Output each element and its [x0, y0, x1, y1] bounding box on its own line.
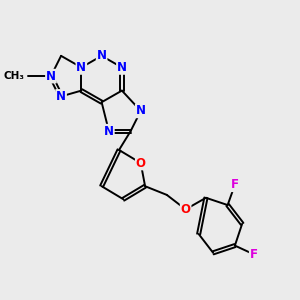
- Text: N: N: [97, 50, 106, 62]
- Text: CH₃: CH₃: [4, 71, 25, 81]
- Text: F: F: [250, 248, 258, 261]
- Text: N: N: [56, 90, 66, 103]
- Text: O: O: [136, 157, 146, 169]
- Text: N: N: [46, 70, 56, 83]
- Text: N: N: [76, 61, 86, 74]
- Text: N: N: [136, 104, 146, 117]
- Text: F: F: [231, 178, 239, 191]
- Text: N: N: [104, 125, 114, 138]
- Text: N: N: [117, 61, 127, 74]
- Text: O: O: [181, 203, 190, 216]
